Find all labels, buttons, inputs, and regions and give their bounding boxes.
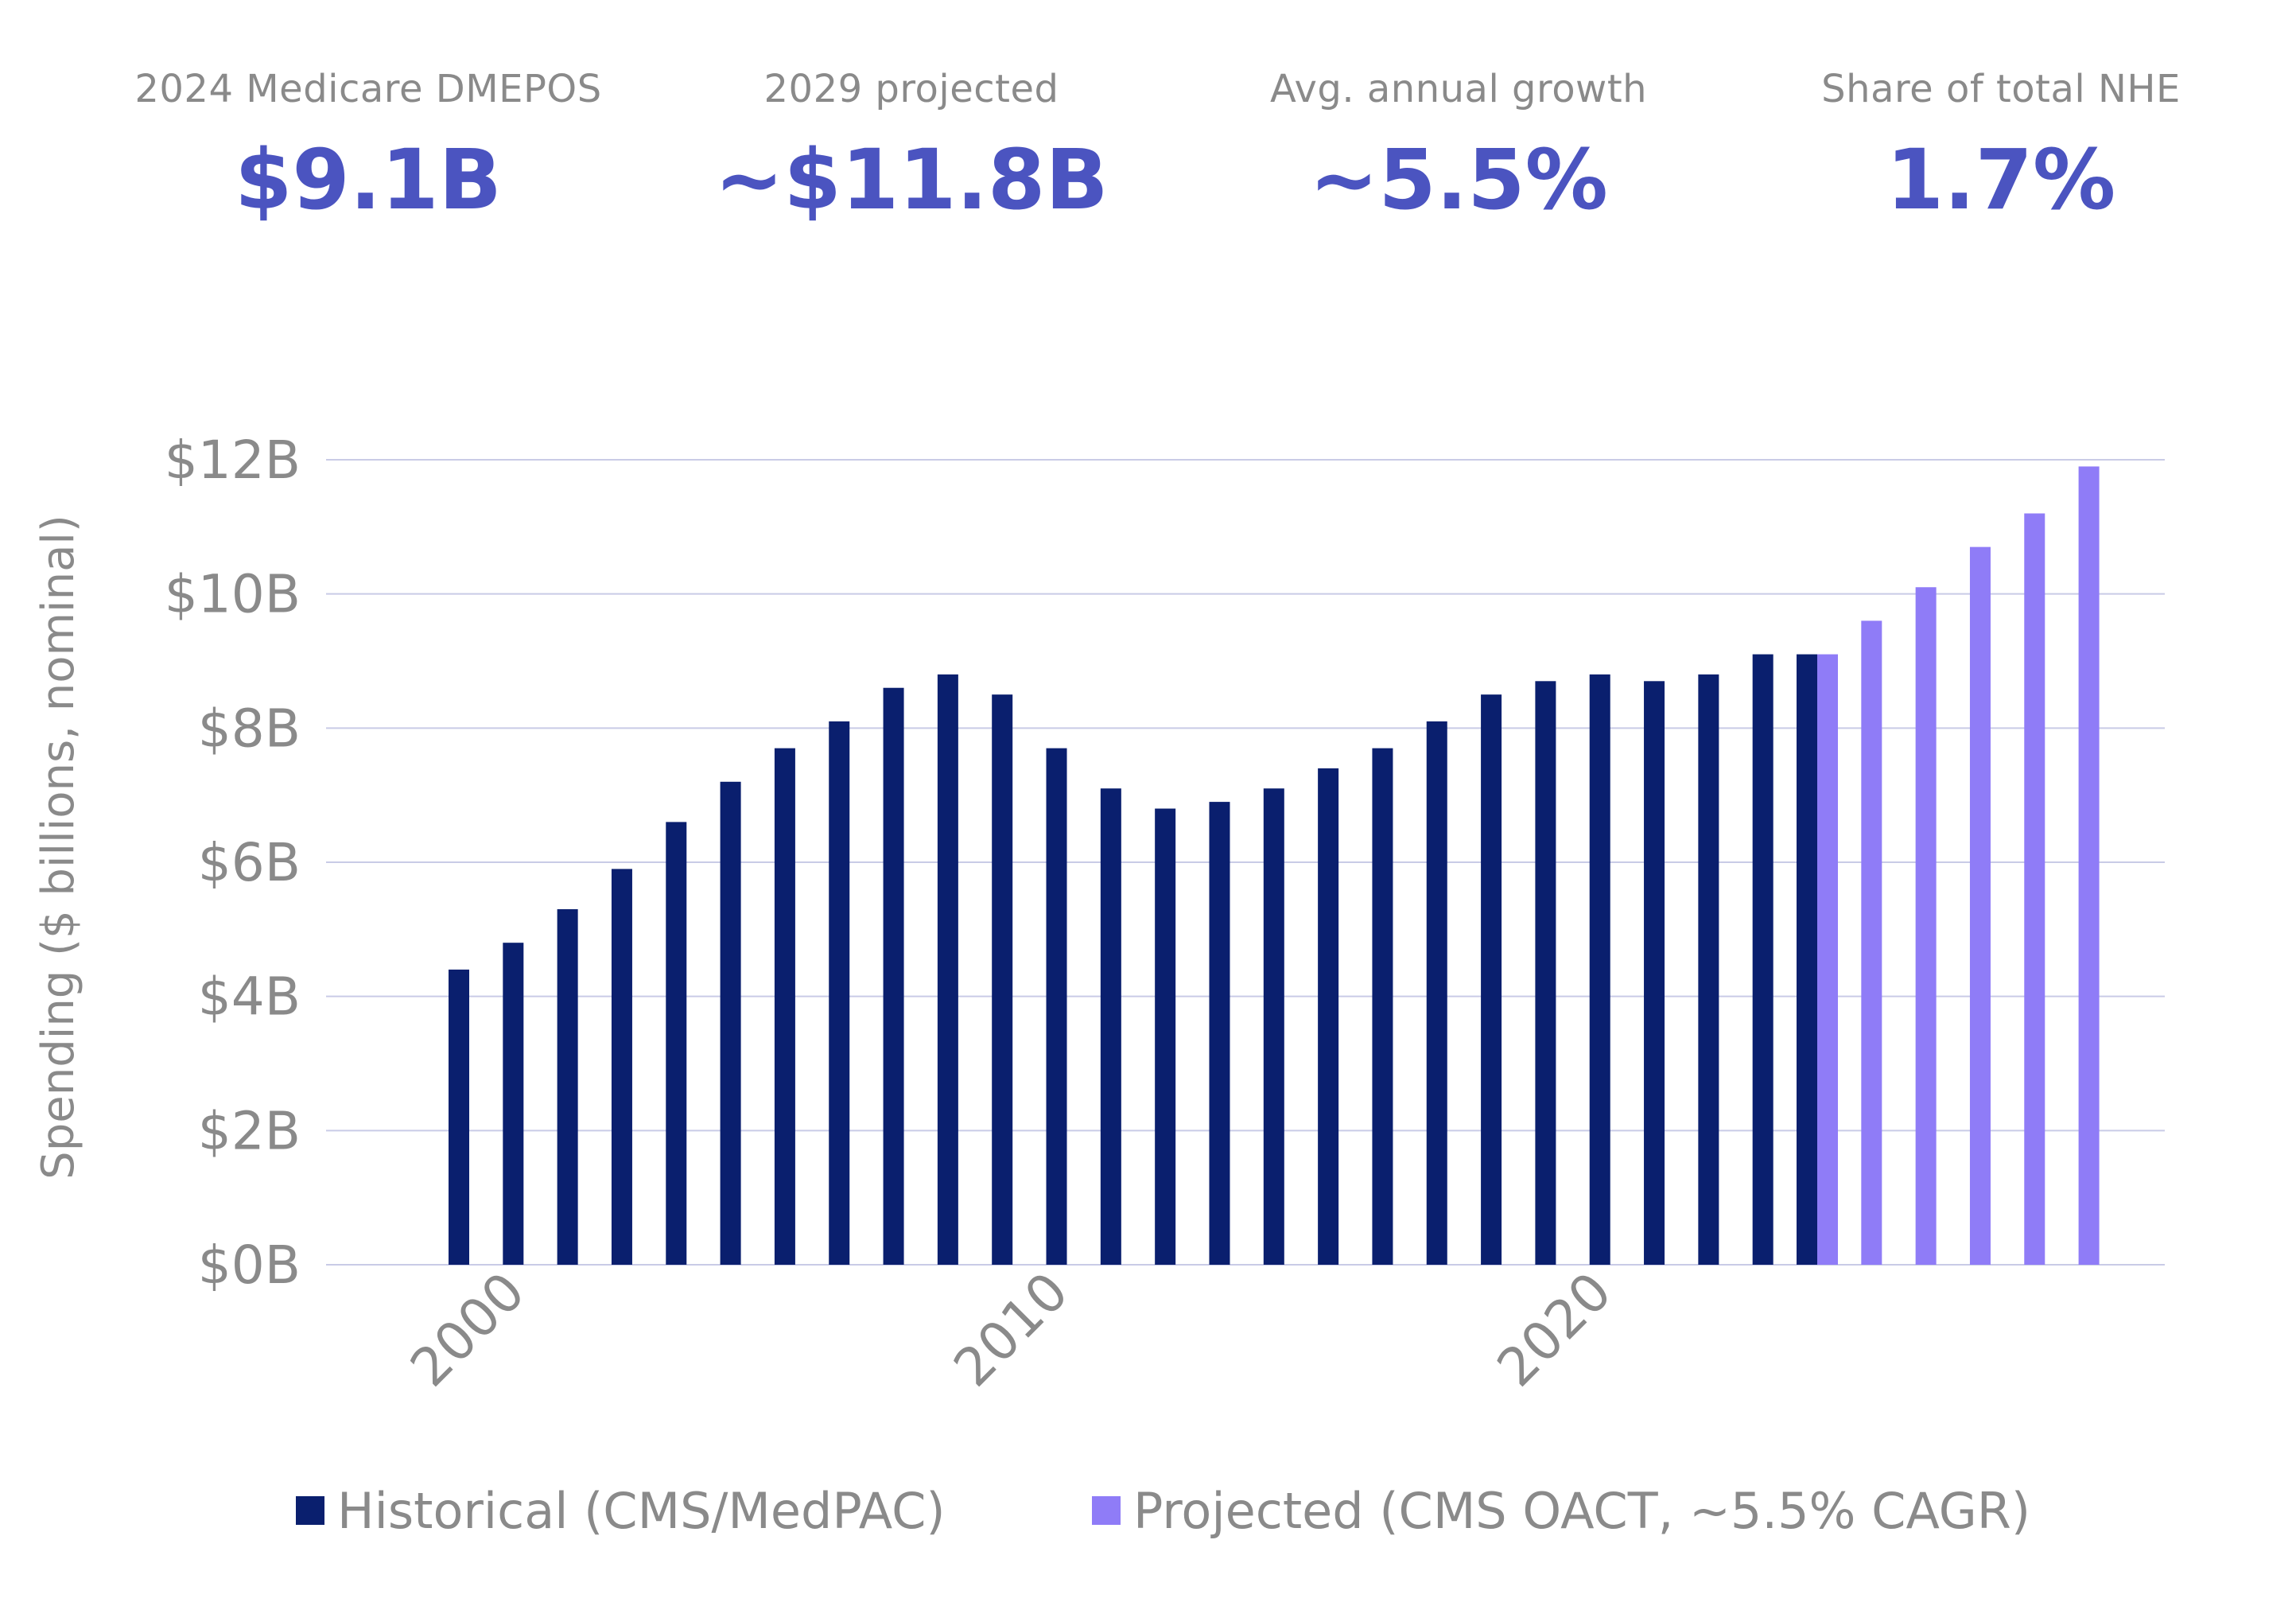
bar-historical-2000 (503, 943, 524, 1265)
bar-historical-2018 (1481, 694, 1502, 1265)
bar-historical-2010 (1046, 748, 1067, 1265)
bar-historical-2006 (829, 721, 850, 1265)
bar-historical-2005 (774, 748, 795, 1265)
y-tick-label: $4B (198, 966, 301, 1028)
bar-projected-2026 (1915, 587, 1937, 1265)
gridlines (326, 459, 2165, 1266)
bar-historical-2015 (1318, 768, 1339, 1265)
y-tick-label: $6B (198, 832, 301, 893)
bar-historical-2016 (1372, 748, 1393, 1265)
bar-historical-2013 (1209, 802, 1230, 1265)
kpi-label: 2029 projected (763, 67, 1059, 111)
bar-historical-2021 (1644, 681, 1665, 1265)
bar-historical-2012 (1155, 808, 1176, 1265)
x-axis-ticks: 2000 2010 2020 (398, 1261, 1623, 1398)
bar-projected-2028 (2024, 513, 2045, 1265)
bar-projected-2025 (1861, 620, 1882, 1265)
bar-historical-2020 (1589, 674, 1610, 1265)
bar-projected-2027 (1969, 546, 1991, 1265)
bar-historical-1999 (449, 969, 469, 1265)
bar-historical-2001 (557, 909, 578, 1265)
bars (449, 466, 2100, 1265)
bar-historical-2007 (883, 687, 904, 1265)
bar-projected-2024 (1817, 654, 1838, 1265)
kpi-label: Avg. annual growth (1269, 67, 1648, 111)
bar-historical-2003 (666, 822, 687, 1265)
y-tick-label: $2B (198, 1100, 301, 1161)
y-tick-label: $10B (165, 564, 301, 625)
bar-historical-2023 (1752, 654, 1773, 1265)
bar-historical-2014 (1263, 788, 1284, 1265)
bar-historical-2008 (937, 674, 958, 1265)
x-tick-label: 2020 (1486, 1261, 1623, 1398)
bar-historical-2022 (1698, 674, 1719, 1265)
bar-historical-2017 (1426, 721, 1447, 1265)
kpi-value: $9.1B (235, 131, 502, 228)
y-tick-label: $8B (198, 698, 301, 759)
bar-historical-2011 (1100, 788, 1121, 1265)
legend-label-projected: Projected (CMS OACT, ~5.5% CAGR) (1133, 1482, 2030, 1540)
y-tick-label: $0B (198, 1235, 301, 1296)
kpi-label: Share of total NHE (1821, 67, 2181, 111)
bar-projected-2029 (2078, 466, 2100, 1265)
legend-label-historical: Historical (CMS/MedPAC) (337, 1482, 946, 1540)
x-tick-label: 2000 (398, 1261, 536, 1398)
kpi-value: 1.7% (1886, 131, 2116, 228)
bar-historical-2009 (992, 694, 1013, 1265)
y-axis-ticks: $0B $2B $4B $6B $8B $10B $12B (165, 430, 301, 1296)
bar-historical-2019 (1535, 681, 1556, 1265)
legend: Historical (CMS/MedPAC) Projected (CMS O… (296, 1482, 2030, 1540)
bar-historical-2024 (1797, 654, 1817, 1265)
y-axis-label: Spending ($ billions, nominal) (33, 515, 84, 1180)
kpi-value: ~5.5% (1309, 131, 1608, 228)
kpi-value: ~$11.8B (714, 131, 1109, 228)
y-tick-label: $12B (165, 430, 301, 491)
legend-swatch-projected (1092, 1496, 1121, 1525)
x-tick-label: 2010 (942, 1261, 1080, 1398)
legend-swatch-historical (296, 1496, 324, 1525)
bar-historical-2004 (720, 781, 741, 1265)
kpi-label: 2024 Medicare DMEPOS (134, 67, 602, 111)
bar-historical-2002 (611, 869, 632, 1265)
